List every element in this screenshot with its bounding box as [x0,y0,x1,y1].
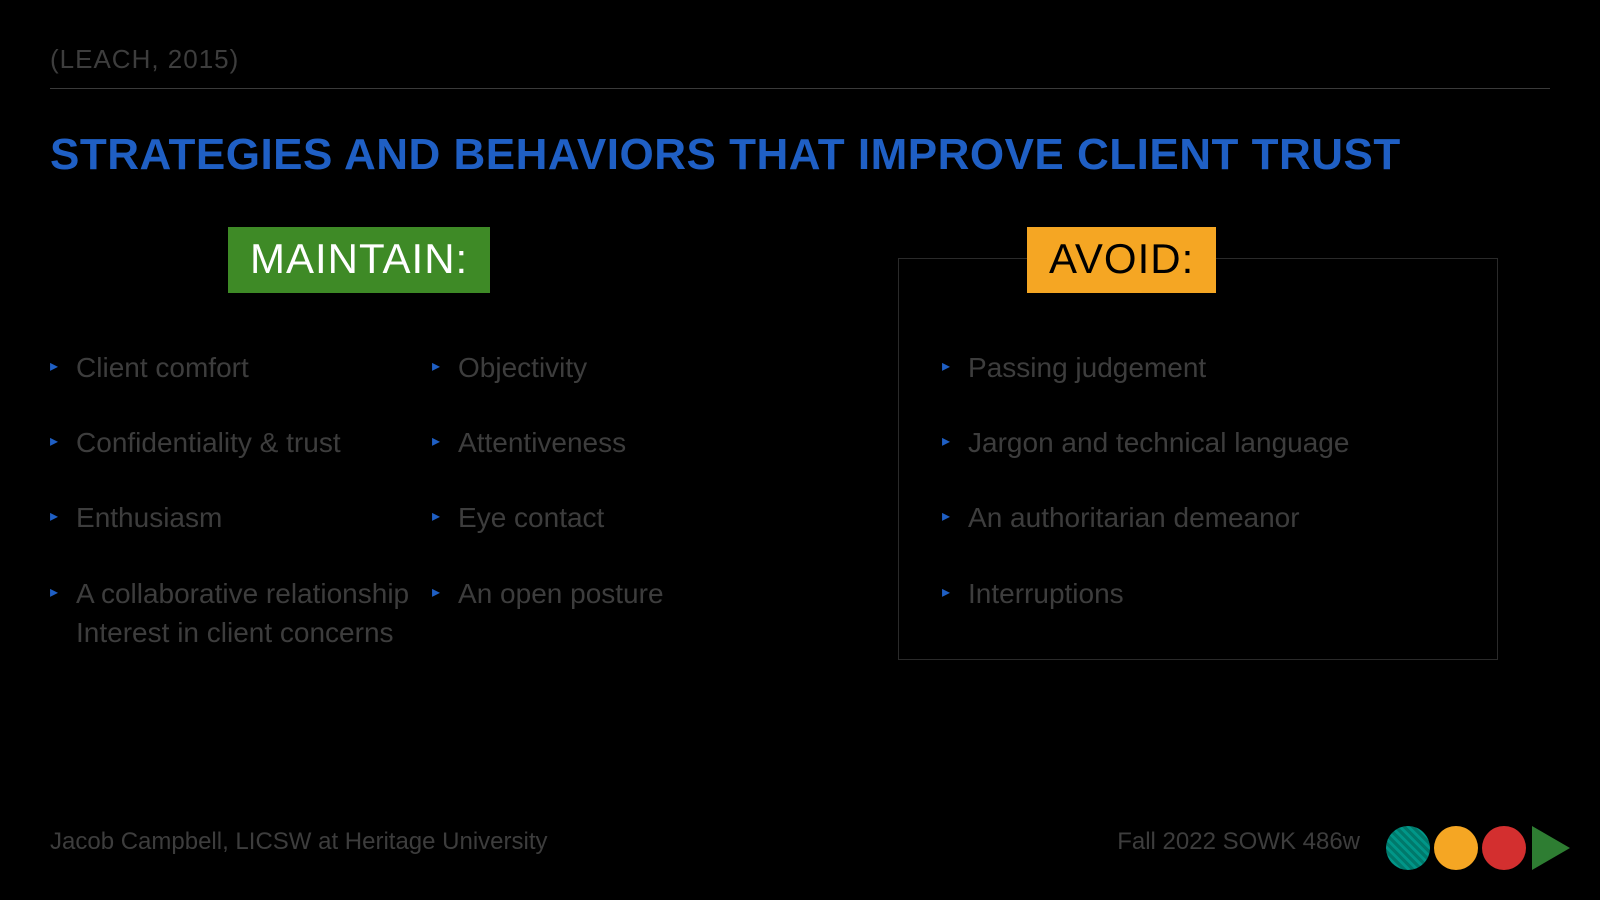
bullet-icon: ▸ [432,582,440,604]
bullet-text: A collaborative relationship Interest in… [76,574,415,652]
citation-text: (LEACH, 2015) [50,44,239,75]
footer-course: Fall 2022 SOWK 486w [1117,828,1360,856]
bullet-icon: ▸ [942,431,950,453]
bullet-text: Confidentiality & trust [76,423,415,462]
bullet-icon: ▸ [942,356,950,378]
bullet-icon: ▸ [942,506,950,528]
bullet-text: An authoritarian demeanor [968,498,1462,537]
list-item: ▸ Confidentiality & trust [50,423,415,462]
logo-circle-red [1482,826,1526,870]
maintain-column-1: ▸ Client comfort ▸ Confidentiality & tru… [50,348,415,688]
list-item: ▸ An authoritarian demeanor [942,498,1462,537]
bullet-icon: ▸ [50,506,58,528]
avoid-heading: AVOID: [1027,227,1216,293]
list-item: ▸ Eye contact [432,498,782,537]
list-item: ▸ Interruptions [942,574,1462,613]
bullet-icon: ▸ [942,582,950,604]
bullet-icon: ▸ [50,582,58,604]
logo-graphic [1386,826,1570,870]
header-divider [50,88,1550,89]
bullet-icon: ▸ [50,356,58,378]
list-item: ▸ Enthusiasm [50,498,415,537]
list-item: ▸ Jargon and technical language [942,423,1462,462]
logo-triangle-green [1532,826,1570,870]
list-item: ▸ Objectivity [432,348,782,387]
maintain-heading: MAINTAIN: [228,227,490,293]
slide-title: STRATEGIES AND BEHAVIORS THAT IMPROVE CL… [50,130,1401,180]
list-item: ▸ Attentiveness [432,423,782,462]
bullet-text: Interruptions [968,574,1462,613]
footer-author: Jacob Campbell, LICSW at Heritage Univer… [50,828,548,856]
bullet-text: Jargon and technical language [968,423,1462,462]
bullet-icon: ▸ [432,506,440,528]
list-item: ▸ An open posture [432,574,782,613]
bullet-text: Enthusiasm [76,498,415,537]
list-item: ▸ A collaborative relationship Interest … [50,574,415,652]
list-item: ▸ Client comfort [50,348,415,387]
bullet-icon: ▸ [432,431,440,453]
logo-circle-teal [1386,826,1430,870]
bullet-text: Passing judgement [968,348,1462,387]
maintain-column-2: ▸ Objectivity ▸ Attentiveness ▸ Eye cont… [432,348,782,649]
bullet-text: Objectivity [458,348,782,387]
logo-circle-orange [1434,826,1478,870]
bullet-text: An open posture [458,574,782,613]
list-item: ▸ Passing judgement [942,348,1462,387]
bullet-text: Attentiveness [458,423,782,462]
bullet-icon: ▸ [432,356,440,378]
bullet-text: Client comfort [76,348,415,387]
bullet-text: Eye contact [458,498,782,537]
avoid-column: ▸ Passing judgement ▸ Jargon and technic… [942,348,1462,649]
bullet-icon: ▸ [50,431,58,453]
